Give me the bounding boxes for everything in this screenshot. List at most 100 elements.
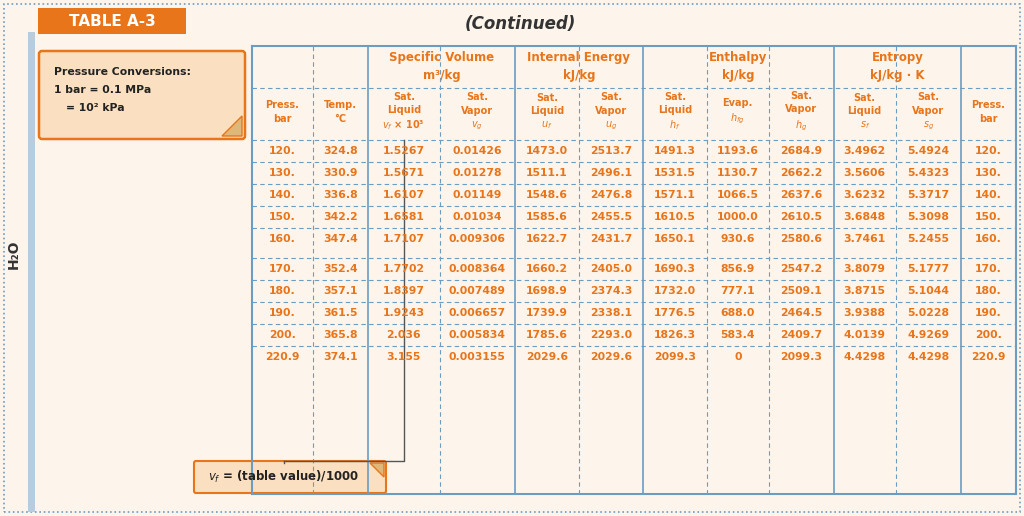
Text: 2374.3: 2374.3 (590, 286, 632, 296)
Text: 2.036: 2.036 (386, 330, 421, 340)
Text: Press.
bar: Press. bar (265, 101, 299, 124)
Text: 0.003155: 0.003155 (449, 352, 506, 362)
Text: 5.1044: 5.1044 (907, 286, 949, 296)
Text: 3.9388: 3.9388 (844, 308, 886, 318)
Text: 180.: 180. (975, 286, 1001, 296)
Text: 4.4298: 4.4298 (844, 352, 886, 362)
Text: 150.: 150. (269, 212, 296, 222)
Text: 930.6: 930.6 (721, 234, 755, 244)
Text: (Continued): (Continued) (464, 15, 575, 33)
Text: 5.0228: 5.0228 (907, 308, 949, 318)
Text: 150.: 150. (975, 212, 1001, 222)
Text: 170.: 170. (975, 264, 1001, 274)
Text: Sat.
Liquid
$v_f$ × 10³: Sat. Liquid $v_f$ × 10³ (382, 91, 425, 133)
Text: 2029.6: 2029.6 (590, 352, 632, 362)
Text: 1548.6: 1548.6 (525, 190, 567, 200)
Text: 583.4: 583.4 (721, 330, 755, 340)
Text: Specific Volume
m³/kg: Specific Volume m³/kg (389, 52, 494, 83)
Text: 1660.2: 1660.2 (525, 264, 568, 274)
Text: 1511.1: 1511.1 (526, 168, 567, 178)
Text: 200.: 200. (269, 330, 296, 340)
Text: 3.7461: 3.7461 (844, 234, 886, 244)
Text: 2405.0: 2405.0 (590, 264, 632, 274)
Text: Sat.
Vapor
$s_g$: Sat. Vapor $s_g$ (912, 92, 944, 132)
Text: 1 bar = 0.1 MPa: 1 bar = 0.1 MPa (54, 85, 152, 95)
Text: 2496.1: 2496.1 (590, 168, 632, 178)
Text: 5.3098: 5.3098 (907, 212, 949, 222)
Text: 2637.6: 2637.6 (780, 190, 822, 200)
Text: 1.6107: 1.6107 (383, 190, 425, 200)
Text: 2684.9: 2684.9 (780, 146, 822, 156)
Text: 374.1: 374.1 (323, 352, 357, 362)
Text: 2662.2: 2662.2 (780, 168, 822, 178)
Text: 130.: 130. (975, 168, 1001, 178)
FancyBboxPatch shape (39, 51, 245, 139)
Text: 2547.2: 2547.2 (780, 264, 822, 274)
Text: Press.
bar: Press. bar (972, 101, 1006, 124)
Text: 2293.0: 2293.0 (590, 330, 632, 340)
Text: 1826.3: 1826.3 (653, 330, 696, 340)
Text: 0.007489: 0.007489 (449, 286, 506, 296)
Text: 365.8: 365.8 (324, 330, 357, 340)
Text: 0.01426: 0.01426 (453, 146, 502, 156)
Text: 2476.8: 2476.8 (590, 190, 632, 200)
Text: 1.9243: 1.9243 (383, 308, 425, 318)
Text: 4.9269: 4.9269 (907, 330, 949, 340)
Text: 0.005834: 0.005834 (449, 330, 506, 340)
Text: 5.2455: 5.2455 (907, 234, 949, 244)
Text: 2338.1: 2338.1 (590, 308, 632, 318)
Text: 1739.9: 1739.9 (525, 308, 567, 318)
Text: Entropy
kJ/kg · K: Entropy kJ/kg · K (870, 52, 925, 83)
Text: $v_f$ = (table value)/1000: $v_f$ = (table value)/1000 (208, 469, 359, 485)
Text: 1.7702: 1.7702 (383, 264, 425, 274)
Text: 1732.0: 1732.0 (653, 286, 696, 296)
Text: 2464.5: 2464.5 (780, 308, 822, 318)
Text: 352.4: 352.4 (323, 264, 357, 274)
Text: 4.4298: 4.4298 (907, 352, 949, 362)
Text: 688.0: 688.0 (721, 308, 755, 318)
Text: 5.1777: 5.1777 (907, 264, 949, 274)
Text: 1650.1: 1650.1 (654, 234, 695, 244)
Text: Temp.
°C: Temp. °C (324, 101, 356, 124)
Text: Sat.
Liquid
$h_f$: Sat. Liquid $h_f$ (657, 91, 692, 133)
Text: 2610.5: 2610.5 (780, 212, 822, 222)
Text: 220.9: 220.9 (265, 352, 300, 362)
Text: 1473.0: 1473.0 (525, 146, 568, 156)
Text: 1066.5: 1066.5 (717, 190, 759, 200)
Text: = 10² kPa: = 10² kPa (66, 103, 125, 113)
Text: 180.: 180. (269, 286, 296, 296)
Text: 342.2: 342.2 (323, 212, 357, 222)
Polygon shape (370, 463, 384, 477)
Polygon shape (222, 116, 242, 136)
Text: 120.: 120. (269, 146, 296, 156)
Text: 160.: 160. (975, 234, 1001, 244)
Text: 856.9: 856.9 (721, 264, 755, 274)
Text: 361.5: 361.5 (324, 308, 357, 318)
Text: Sat.
Vapor
$u_g$: Sat. Vapor $u_g$ (595, 92, 627, 132)
Text: 3.155: 3.155 (387, 352, 421, 362)
Text: Pressure Conversions:: Pressure Conversions: (54, 67, 191, 77)
Text: 1.6581: 1.6581 (383, 212, 425, 222)
Text: 120.: 120. (975, 146, 1001, 156)
Text: 2431.7: 2431.7 (590, 234, 632, 244)
Text: 1.5267: 1.5267 (383, 146, 425, 156)
Text: 1690.3: 1690.3 (654, 264, 696, 274)
Text: 0.01278: 0.01278 (453, 168, 502, 178)
Text: Sat.
Vapor
$h_g$: Sat. Vapor $h_g$ (785, 91, 817, 133)
Text: 1776.5: 1776.5 (653, 308, 696, 318)
Text: 777.1: 777.1 (721, 286, 755, 296)
Text: 190.: 190. (975, 308, 1001, 318)
Text: Sat.
Liquid
$u_f$: Sat. Liquid $u_f$ (529, 93, 564, 131)
Text: 2099.3: 2099.3 (654, 352, 696, 362)
Text: Sat.
Vapor
$v_g$: Sat. Vapor $v_g$ (461, 92, 494, 132)
Text: 5.4323: 5.4323 (907, 168, 949, 178)
Text: 3.6232: 3.6232 (844, 190, 886, 200)
Text: 0.006657: 0.006657 (449, 308, 506, 318)
Text: 200.: 200. (975, 330, 1001, 340)
Text: 140.: 140. (269, 190, 296, 200)
Text: 1610.5: 1610.5 (654, 212, 695, 222)
Text: TABLE A-3: TABLE A-3 (69, 13, 156, 28)
Text: 1698.9: 1698.9 (526, 286, 567, 296)
Text: H₂O: H₂O (7, 239, 22, 269)
Text: 1193.6: 1193.6 (717, 146, 759, 156)
